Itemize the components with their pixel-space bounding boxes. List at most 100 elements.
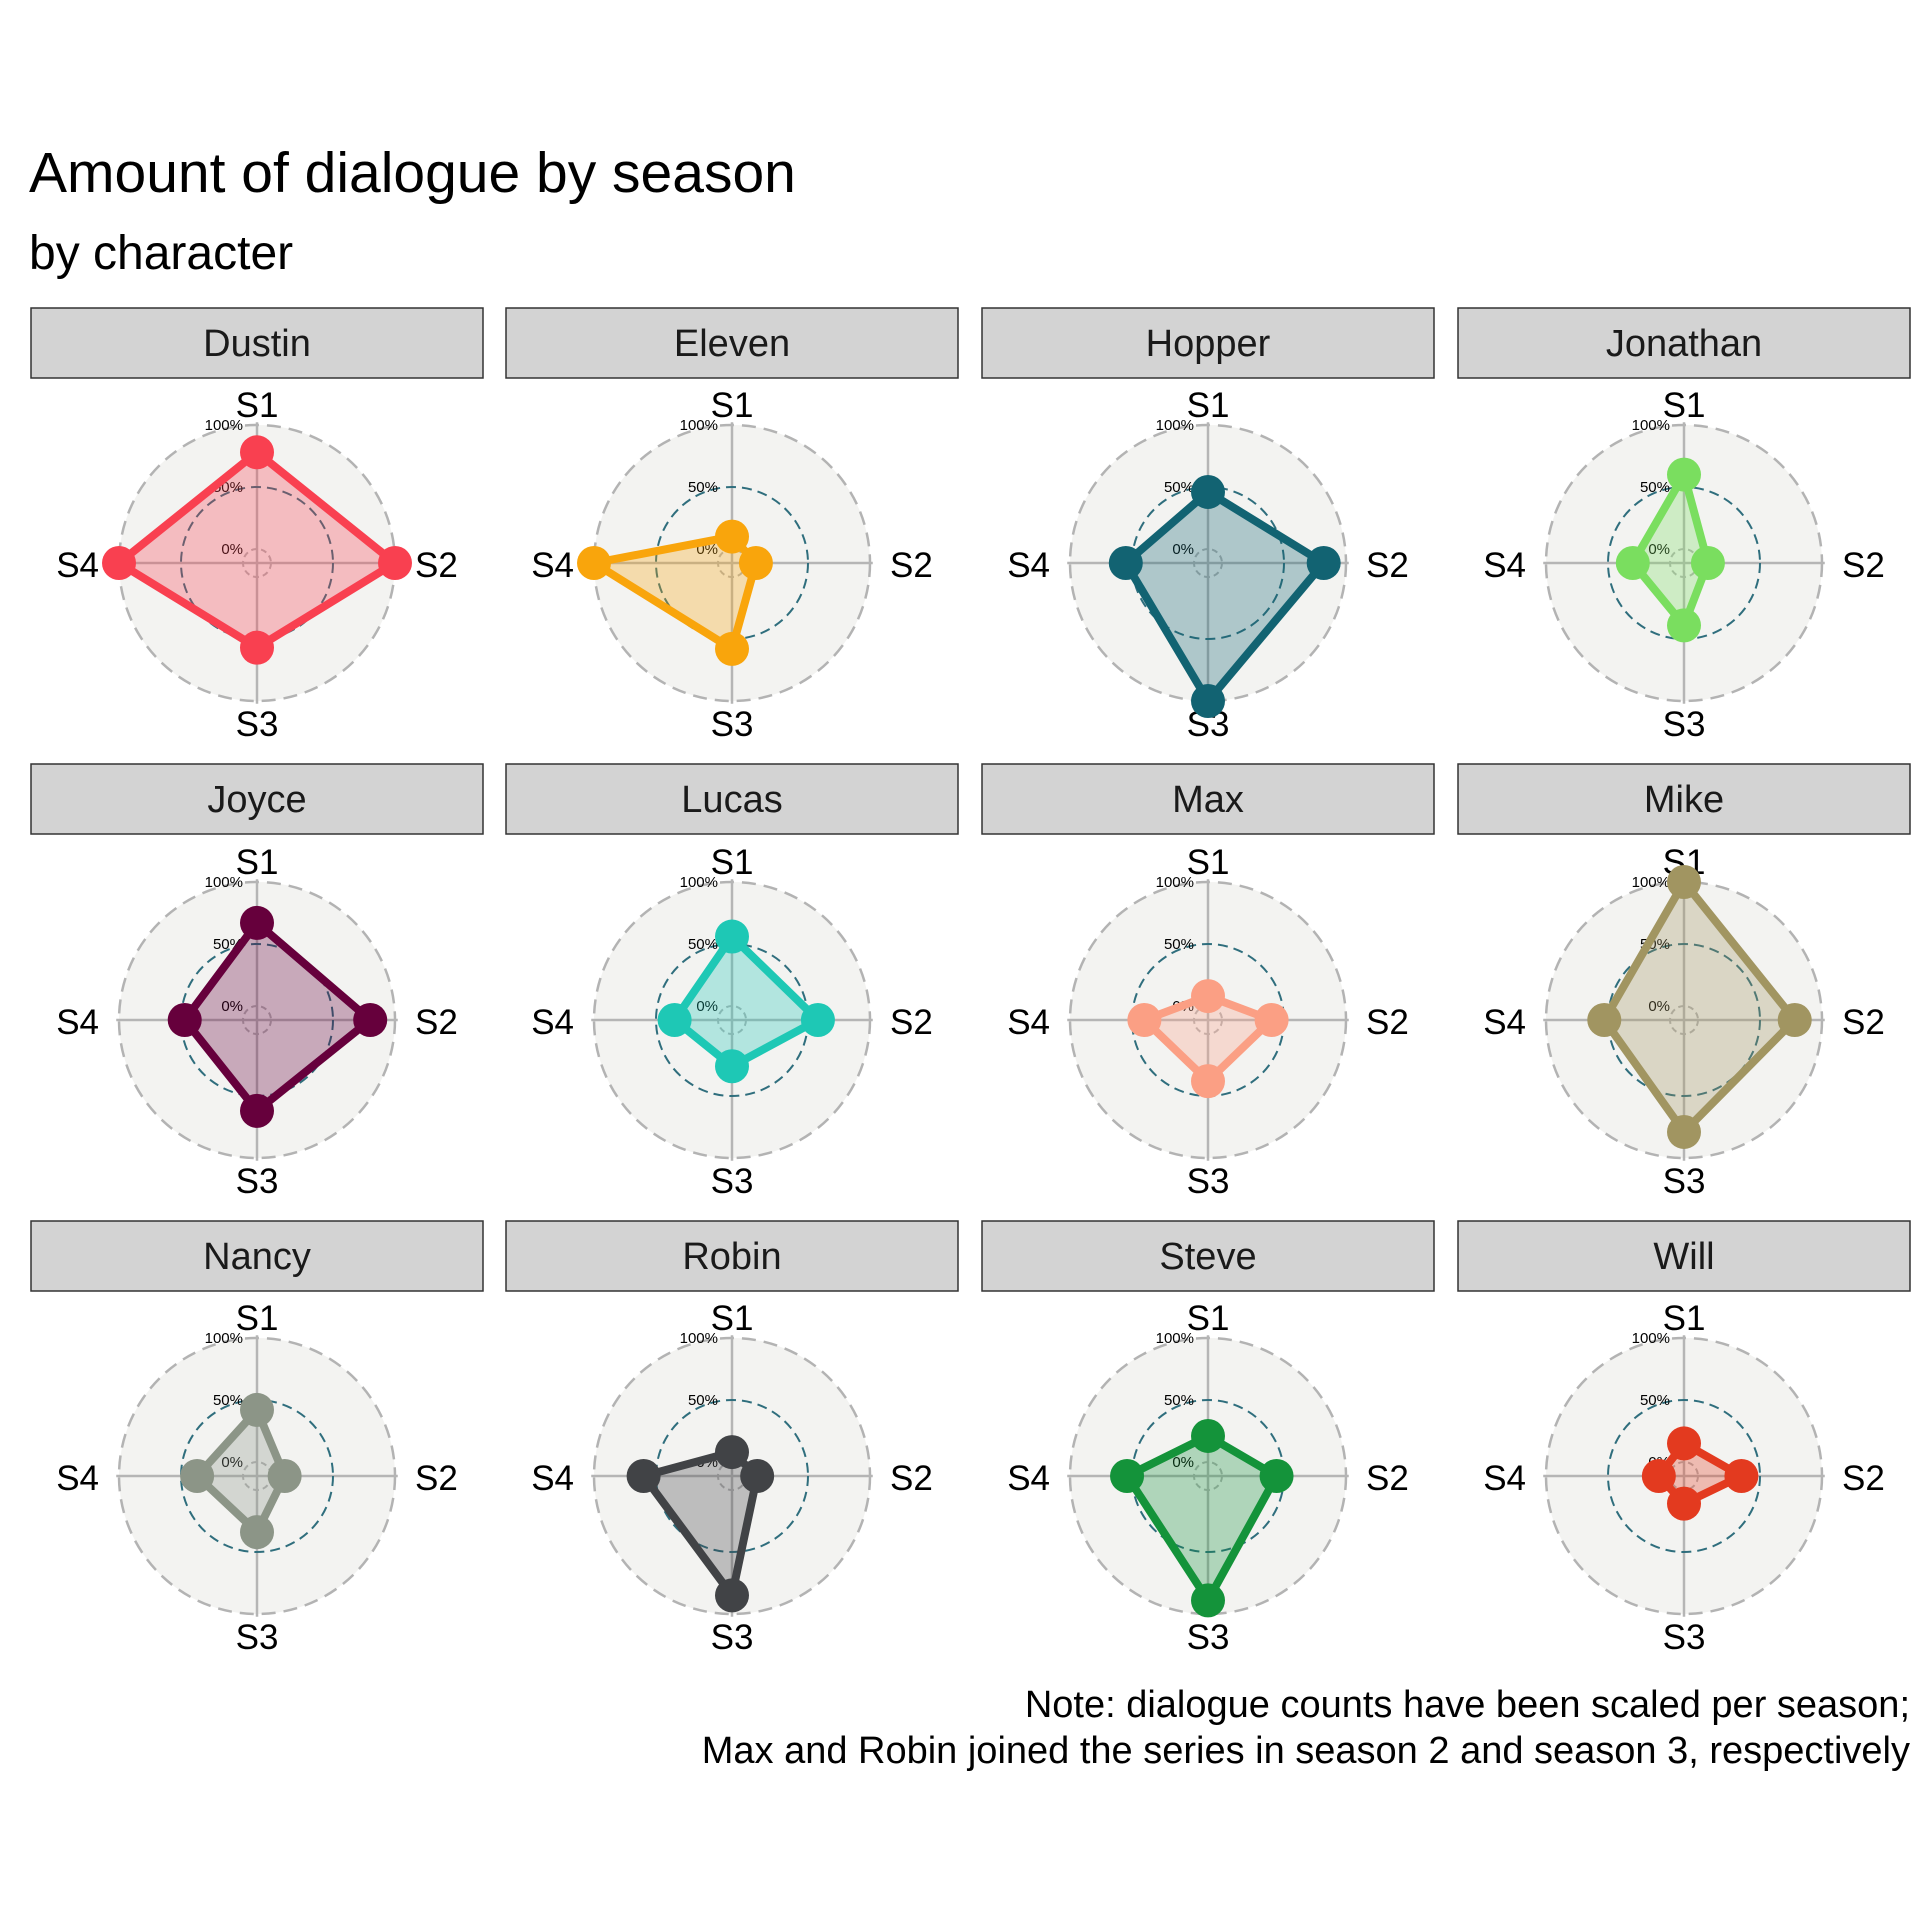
- footnote-line-2: Max and Robin joined the series in seaso…: [701, 1730, 1910, 1772]
- facet-strip-lucas: [505, 763, 959, 835]
- radial-tick-label: 50%: [1640, 1392, 1670, 1409]
- axis-label-s3: S3: [1663, 705, 1706, 744]
- axis-label-s4: S4: [1007, 1459, 1050, 1498]
- radial-tick-label: 50%: [688, 1392, 718, 1409]
- data-point-s4: [657, 1003, 692, 1037]
- facet-nancy: Nancy 0% 50% 100%S1 S2 S3 S4: [30, 1220, 484, 1657]
- data-point-s3: [715, 1578, 749, 1613]
- axis-label-s3: S3: [711, 1618, 754, 1657]
- data-point-s2: [1690, 546, 1725, 580]
- facet-strip-joyce: [30, 763, 484, 835]
- radial-tick-label: 100%: [205, 874, 243, 891]
- facet-steve: Steve 0% 50% 100%S1 S2 S3 S4: [981, 1220, 1435, 1657]
- ring-50: [1607, 1399, 1761, 1553]
- axis-label-s1: S1: [1187, 843, 1230, 882]
- axis-label-s1: S1: [236, 1299, 279, 1338]
- facet-lucas: Lucas 0% 50% 100%S1 S2 S3 S4: [505, 763, 959, 1201]
- data-point-s4: [577, 546, 611, 580]
- axis-label-s4: S4: [531, 1003, 574, 1042]
- data-point-s2: [1254, 1003, 1289, 1037]
- data-point-s1: [1191, 979, 1225, 1014]
- radial-tick-label: 0%: [221, 998, 243, 1015]
- axis-label-s3: S3: [1187, 1618, 1230, 1657]
- axis-label-s4: S4: [1483, 1459, 1526, 1498]
- radial-tick-label: 100%: [680, 1330, 718, 1347]
- radial-tick-label: 0%: [1172, 541, 1194, 558]
- facet-strip-max: [981, 763, 1435, 835]
- data-point-s1: [715, 519, 749, 554]
- axis-label-s4: S4: [1483, 1003, 1526, 1042]
- axis-label-s1: S1: [236, 843, 279, 882]
- radial-tick-label: 100%: [1156, 417, 1194, 434]
- radial-tick-label: 50%: [1640, 479, 1670, 496]
- data-point-s1: [1191, 1418, 1225, 1453]
- facet-label-jonathan: Jonathan: [1606, 323, 1762, 365]
- radial-tick-label: 100%: [1156, 874, 1194, 891]
- data-point-s2: [378, 546, 412, 580]
- axis-label-s2: S2: [1366, 1459, 1409, 1498]
- axis-label-s2: S2: [890, 546, 933, 585]
- data-point-s4: [167, 1003, 202, 1037]
- axis-label-s1: S1: [1187, 386, 1230, 425]
- facet-label-joyce: Joyce: [207, 779, 306, 821]
- axis-label-s3: S3: [236, 1162, 279, 1201]
- data-point-s2: [1259, 1459, 1294, 1493]
- axis-label-s3: S3: [1663, 1162, 1706, 1201]
- axis-label-s2: S2: [1366, 546, 1409, 585]
- data-point-s1: [1667, 457, 1701, 492]
- radial-tick-label: 50%: [688, 479, 718, 496]
- radial-tick-label: 0%: [1172, 1454, 1194, 1471]
- data-point-s3: [1191, 1064, 1225, 1099]
- radial-tick-label: 0%: [1648, 541, 1670, 558]
- data-point-s3: [1191, 684, 1225, 718]
- radial-tick-label: 50%: [1164, 936, 1194, 953]
- facet-strip-jonathan: [1457, 307, 1911, 379]
- data-point-s4: [102, 546, 136, 580]
- axis-label-s4: S4: [1483, 546, 1526, 585]
- radial-tick-label: 100%: [680, 874, 718, 891]
- radial-tick-label: 100%: [1632, 1330, 1670, 1347]
- radial-tick-label: 50%: [213, 1392, 243, 1409]
- radial-tick-label: 100%: [1156, 1330, 1194, 1347]
- data-point-s4: [626, 1459, 661, 1493]
- chart-title: Amount of dialogue by season: [29, 141, 796, 205]
- chart-subtitle: by character: [29, 227, 294, 280]
- radial-tick-label: 0%: [221, 1454, 243, 1471]
- radial-tick-label: 50%: [1164, 1392, 1194, 1409]
- facet-strip-robin: [505, 1220, 959, 1292]
- ring-0: [242, 1005, 272, 1035]
- data-point-s1: [240, 1392, 274, 1427]
- axis-label-s1: S1: [711, 386, 754, 425]
- radial-tick-label: 100%: [680, 417, 718, 434]
- axis-label-s4: S4: [56, 1003, 99, 1042]
- facet-label-dustin: Dustin: [203, 323, 311, 365]
- facet-jonathan: Jonathan 0% 50% 100%S1 S2 S3 S4: [1457, 307, 1911, 744]
- radial-tick-label: 50%: [1164, 479, 1194, 496]
- facet-label-mike: Mike: [1644, 779, 1724, 821]
- axis-label-s2: S2: [415, 1459, 458, 1498]
- facet-label-robin: Robin: [682, 1236, 781, 1278]
- axis-label-s1: S1: [711, 1299, 754, 1338]
- data-point-s2: [353, 1003, 388, 1037]
- axis-label-s1: S1: [711, 843, 754, 882]
- facet-strip-will: [1457, 1220, 1911, 1292]
- facet-label-steve: Steve: [1159, 1236, 1256, 1278]
- facet-label-hopper: Hopper: [1146, 323, 1271, 365]
- data-point-s2: [740, 1459, 775, 1493]
- data-point-s4: [1110, 1459, 1145, 1493]
- axis-label-s2: S2: [1842, 1003, 1885, 1042]
- data-point-s3: [240, 630, 274, 665]
- data-point-s4: [180, 1459, 215, 1493]
- axis-label-s4: S4: [531, 1459, 574, 1498]
- data-point-s2: [800, 1003, 835, 1037]
- facet-strip-mike: [1457, 763, 1911, 835]
- data-point-s2: [1306, 546, 1341, 580]
- axis-label-s2: S2: [1842, 546, 1885, 585]
- ring-0: [1669, 1005, 1699, 1035]
- facet-label-nancy: Nancy: [203, 1236, 311, 1278]
